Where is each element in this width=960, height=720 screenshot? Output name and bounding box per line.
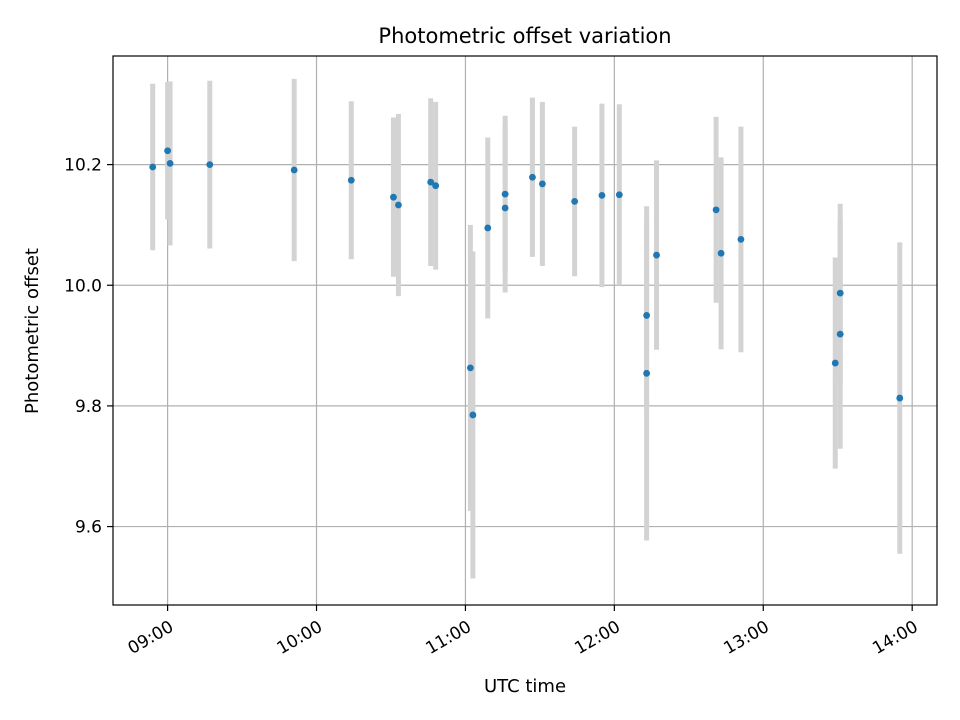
data-point (427, 178, 435, 186)
data-point (164, 147, 172, 155)
data-point (432, 182, 440, 190)
data-point (529, 173, 536, 181)
data-point (836, 330, 844, 338)
data-point (836, 289, 844, 297)
data-point (166, 159, 174, 167)
data-point (615, 191, 623, 199)
grid (113, 56, 937, 605)
data-point (737, 236, 745, 243)
data-point (206, 161, 214, 168)
x-axis-label: UTC time (484, 676, 566, 697)
data-point (717, 249, 725, 257)
data-point (395, 201, 402, 209)
y-tick-label: 10.2 (64, 156, 102, 176)
data-point (469, 411, 477, 419)
y-tick-label: 10.0 (64, 276, 102, 296)
data-point (571, 197, 579, 205)
data-point (712, 206, 720, 214)
y-tick-label: 9.6 (75, 518, 102, 538)
plot-area (113, 56, 937, 605)
chart-title: Photometric offset variation (378, 24, 671, 48)
data-point (501, 190, 509, 198)
y-tick-label: 9.8 (75, 397, 102, 417)
data-point (149, 163, 157, 171)
data-point (598, 191, 606, 199)
data-point (653, 251, 660, 259)
data-points (149, 147, 904, 419)
data-point (501, 204, 509, 212)
y-axis: 9.6 9.8 10.0 10.2 (64, 156, 113, 538)
data-point (484, 224, 492, 232)
data-point (643, 312, 651, 319)
data-point (390, 193, 397, 201)
data-point (831, 359, 839, 367)
plot-frame (112, 55, 938, 606)
data-point (347, 176, 355, 184)
data-point (466, 364, 474, 372)
data-point (896, 394, 904, 402)
y-axis-label: Photometric offset (22, 248, 43, 414)
data-point (643, 369, 651, 377)
data-point (538, 180, 546, 188)
data-point (290, 166, 298, 174)
